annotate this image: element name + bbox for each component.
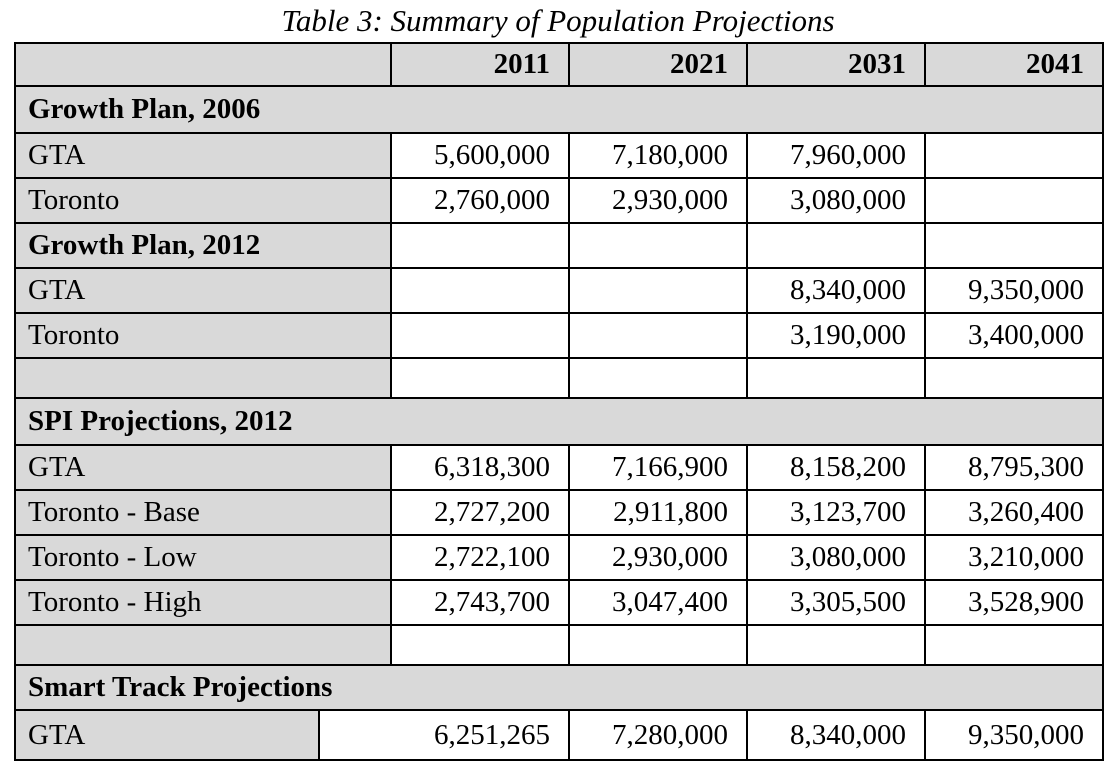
empty-cell bbox=[746, 357, 926, 399]
value-cell: 3,190,000 bbox=[746, 312, 926, 359]
corner-cell bbox=[14, 42, 392, 87]
empty-cell bbox=[924, 357, 1104, 399]
table-header-row: 2011 2021 2031 2041 bbox=[14, 42, 1104, 87]
value-cell: 2,722,100 bbox=[390, 534, 570, 581]
value-cell: 7,960,000 bbox=[746, 132, 926, 179]
empty-cell bbox=[568, 222, 748, 269]
table-row: GTA 8,340,000 9,350,000 bbox=[14, 267, 1104, 314]
value-cell: 8,340,000 bbox=[746, 709, 926, 761]
value-cell: 8,158,200 bbox=[746, 444, 926, 491]
table-caption: Table 3: Summary of Population Projectio… bbox=[281, 3, 835, 38]
table-row: Toronto - Base 2,727,200 2,911,800 3,123… bbox=[14, 489, 1104, 536]
table-row: Toronto - Low 2,722,100 2,930,000 3,080,… bbox=[14, 534, 1104, 581]
blank-row bbox=[14, 624, 1104, 666]
empty-cell bbox=[390, 222, 570, 269]
row-label-cell: Toronto - Base bbox=[14, 489, 392, 536]
value-cell bbox=[924, 132, 1104, 179]
value-cell: 2,743,700 bbox=[390, 579, 570, 626]
value-cell: 3,305,500 bbox=[746, 579, 926, 626]
value-cell: 3,080,000 bbox=[746, 534, 926, 581]
value-cell: 2,911,800 bbox=[568, 489, 748, 536]
population-projections-table: 2011 2021 2031 2041 Growth Plan, 2006 GT… bbox=[14, 42, 1104, 761]
section-header-cell: Smart Track Projections bbox=[14, 664, 1104, 711]
year-header-2031: 2031 bbox=[746, 42, 926, 87]
value-cell bbox=[390, 312, 570, 359]
section-header-cell: Growth Plan, 2012 bbox=[14, 222, 392, 269]
value-cell: 3,080,000 bbox=[746, 177, 926, 224]
row-label-cell: GTA bbox=[14, 709, 320, 761]
empty-cell bbox=[568, 357, 748, 399]
value-cell bbox=[568, 312, 748, 359]
section-header-cell: Growth Plan, 2006 bbox=[14, 85, 1104, 134]
blank-row bbox=[14, 357, 1104, 399]
row-label-cell: GTA bbox=[14, 267, 392, 314]
row-label-cell: Toronto - Low bbox=[14, 534, 392, 581]
table-row: GTA 6,251,265 7,280,000 8,340,000 9,350,… bbox=[14, 709, 1104, 761]
value-cell: 5,600,000 bbox=[390, 132, 570, 179]
empty-cell bbox=[390, 624, 570, 666]
empty-cell bbox=[924, 222, 1104, 269]
value-cell: 7,180,000 bbox=[568, 132, 748, 179]
value-cell: 3,400,000 bbox=[924, 312, 1104, 359]
table-row: Toronto 2,760,000 2,930,000 3,080,000 bbox=[14, 177, 1104, 224]
table-row: Toronto 3,190,000 3,400,000 bbox=[14, 312, 1104, 359]
section-header-row: Growth Plan, 2012 bbox=[14, 222, 1104, 269]
table-row: Toronto - High 2,743,700 3,047,400 3,305… bbox=[14, 579, 1104, 626]
empty-cell bbox=[746, 624, 926, 666]
row-label-cell: GTA bbox=[14, 132, 392, 179]
value-cell: 9,350,000 bbox=[924, 709, 1104, 761]
row-label-cell: GTA bbox=[14, 444, 392, 491]
value-cell: 8,795,300 bbox=[924, 444, 1104, 491]
value-cell: 8,340,000 bbox=[746, 267, 926, 314]
empty-cell bbox=[568, 624, 748, 666]
section-header-row: Smart Track Projections bbox=[14, 664, 1104, 711]
row-label-cell bbox=[14, 624, 392, 666]
value-cell: 7,280,000 bbox=[568, 709, 748, 761]
value-cell: 7,166,900 bbox=[568, 444, 748, 491]
value-cell: 2,930,000 bbox=[568, 534, 748, 581]
value-cell: 2,727,200 bbox=[390, 489, 570, 536]
value-cell bbox=[924, 177, 1104, 224]
value-cell: 3,528,900 bbox=[924, 579, 1104, 626]
section-header-row: SPI Projections, 2012 bbox=[14, 397, 1104, 446]
value-cell: 3,047,400 bbox=[568, 579, 748, 626]
row-label-cell: Toronto - High bbox=[14, 579, 392, 626]
value-cell: 2,760,000 bbox=[390, 177, 570, 224]
section-header-cell: SPI Projections, 2012 bbox=[14, 397, 1104, 446]
value-cell: 3,210,000 bbox=[924, 534, 1104, 581]
value-cell: 6,251,265 bbox=[318, 709, 570, 761]
year-header-2011: 2011 bbox=[390, 42, 570, 87]
row-label-cell bbox=[14, 357, 392, 399]
empty-cell bbox=[924, 624, 1104, 666]
value-cell bbox=[568, 267, 748, 314]
table-row: GTA 6,318,300 7,166,900 8,158,200 8,795,… bbox=[14, 444, 1104, 491]
value-cell: 6,318,300 bbox=[390, 444, 570, 491]
year-header-2021: 2021 bbox=[568, 42, 748, 87]
empty-cell bbox=[390, 357, 570, 399]
row-label-cell: Toronto bbox=[14, 177, 392, 224]
year-header-2041: 2041 bbox=[924, 42, 1104, 87]
row-label-cell: Toronto bbox=[14, 312, 392, 359]
value-cell: 9,350,000 bbox=[924, 267, 1104, 314]
value-cell bbox=[390, 267, 570, 314]
value-cell: 3,260,400 bbox=[924, 489, 1104, 536]
value-cell: 2,930,000 bbox=[568, 177, 748, 224]
value-cell: 3,123,700 bbox=[746, 489, 926, 536]
table-row: GTA 5,600,000 7,180,000 7,960,000 bbox=[14, 132, 1104, 179]
section-header-row: Growth Plan, 2006 bbox=[14, 85, 1104, 134]
empty-cell bbox=[746, 222, 926, 269]
